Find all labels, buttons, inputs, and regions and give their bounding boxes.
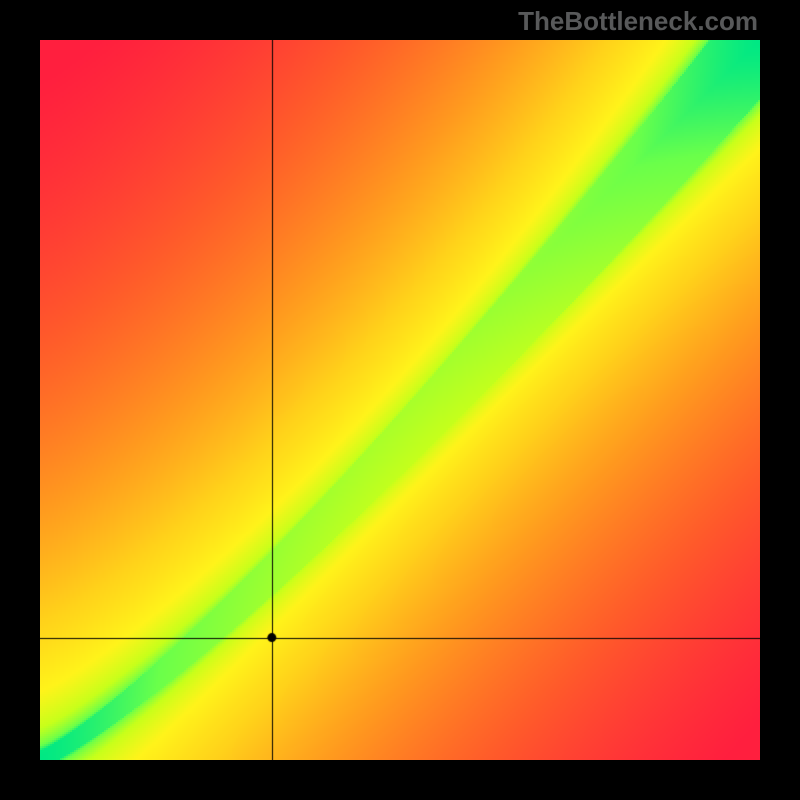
crosshair-overlay (40, 40, 760, 760)
chart-container: TheBottleneck.com (0, 0, 800, 800)
watermark-text: TheBottleneck.com (518, 6, 758, 37)
